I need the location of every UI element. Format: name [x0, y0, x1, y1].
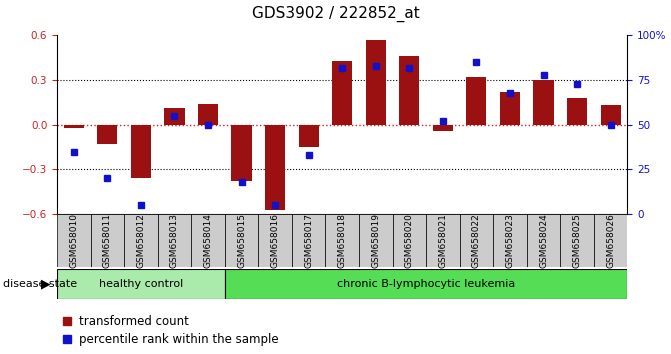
Bar — [265, 125, 285, 210]
Text: GSM658025: GSM658025 — [572, 213, 582, 268]
Bar — [64, 125, 84, 128]
Bar — [225, 214, 258, 267]
Bar — [97, 125, 117, 144]
Bar — [366, 40, 386, 125]
Bar — [225, 269, 627, 299]
Text: GSM658020: GSM658020 — [405, 213, 414, 268]
Text: GSM658023: GSM658023 — [505, 213, 515, 268]
Text: GSM658011: GSM658011 — [103, 213, 112, 268]
Bar — [460, 214, 493, 267]
Bar — [164, 108, 185, 125]
Bar — [426, 214, 460, 267]
Bar — [258, 214, 292, 267]
Bar — [299, 125, 319, 147]
Text: GSM658018: GSM658018 — [338, 213, 347, 268]
Text: GSM658026: GSM658026 — [606, 213, 615, 268]
Bar — [466, 77, 486, 125]
Bar — [399, 56, 419, 125]
Bar — [567, 98, 587, 125]
Bar — [325, 214, 359, 267]
Text: disease state: disease state — [3, 279, 77, 289]
Bar — [124, 214, 158, 267]
Text: GSM658012: GSM658012 — [136, 213, 146, 268]
Bar — [198, 104, 218, 125]
Bar — [158, 214, 191, 267]
Bar — [91, 214, 124, 267]
Bar — [493, 214, 527, 267]
Text: GSM658017: GSM658017 — [304, 213, 313, 268]
Bar — [292, 214, 325, 267]
Text: transformed count: transformed count — [79, 315, 189, 328]
Text: GSM658021: GSM658021 — [438, 213, 448, 268]
Text: GSM658014: GSM658014 — [203, 213, 213, 268]
Bar — [594, 214, 627, 267]
Bar — [500, 92, 520, 125]
Bar — [601, 105, 621, 125]
Text: GSM658010: GSM658010 — [69, 213, 79, 268]
Bar — [332, 61, 352, 125]
Text: chronic B-lymphocytic leukemia: chronic B-lymphocytic leukemia — [337, 279, 515, 289]
Text: GDS3902 / 222852_at: GDS3902 / 222852_at — [252, 5, 419, 22]
Text: ▶: ▶ — [41, 278, 50, 291]
Bar — [527, 214, 560, 267]
Text: GSM658022: GSM658022 — [472, 213, 481, 268]
Bar — [57, 214, 91, 267]
Bar — [560, 214, 594, 267]
Bar — [393, 214, 426, 267]
Text: GSM658016: GSM658016 — [270, 213, 280, 268]
Bar — [533, 80, 554, 125]
Text: GSM658013: GSM658013 — [170, 213, 179, 268]
Bar — [57, 269, 225, 299]
Bar — [359, 214, 393, 267]
Bar — [131, 125, 151, 178]
Text: GSM658015: GSM658015 — [237, 213, 246, 268]
Bar — [231, 125, 252, 181]
Bar — [433, 125, 453, 131]
Text: healthy control: healthy control — [99, 279, 183, 289]
Bar — [191, 214, 225, 267]
Text: percentile rank within the sample: percentile rank within the sample — [79, 333, 278, 346]
Text: GSM658024: GSM658024 — [539, 213, 548, 268]
Text: GSM658019: GSM658019 — [371, 213, 380, 268]
